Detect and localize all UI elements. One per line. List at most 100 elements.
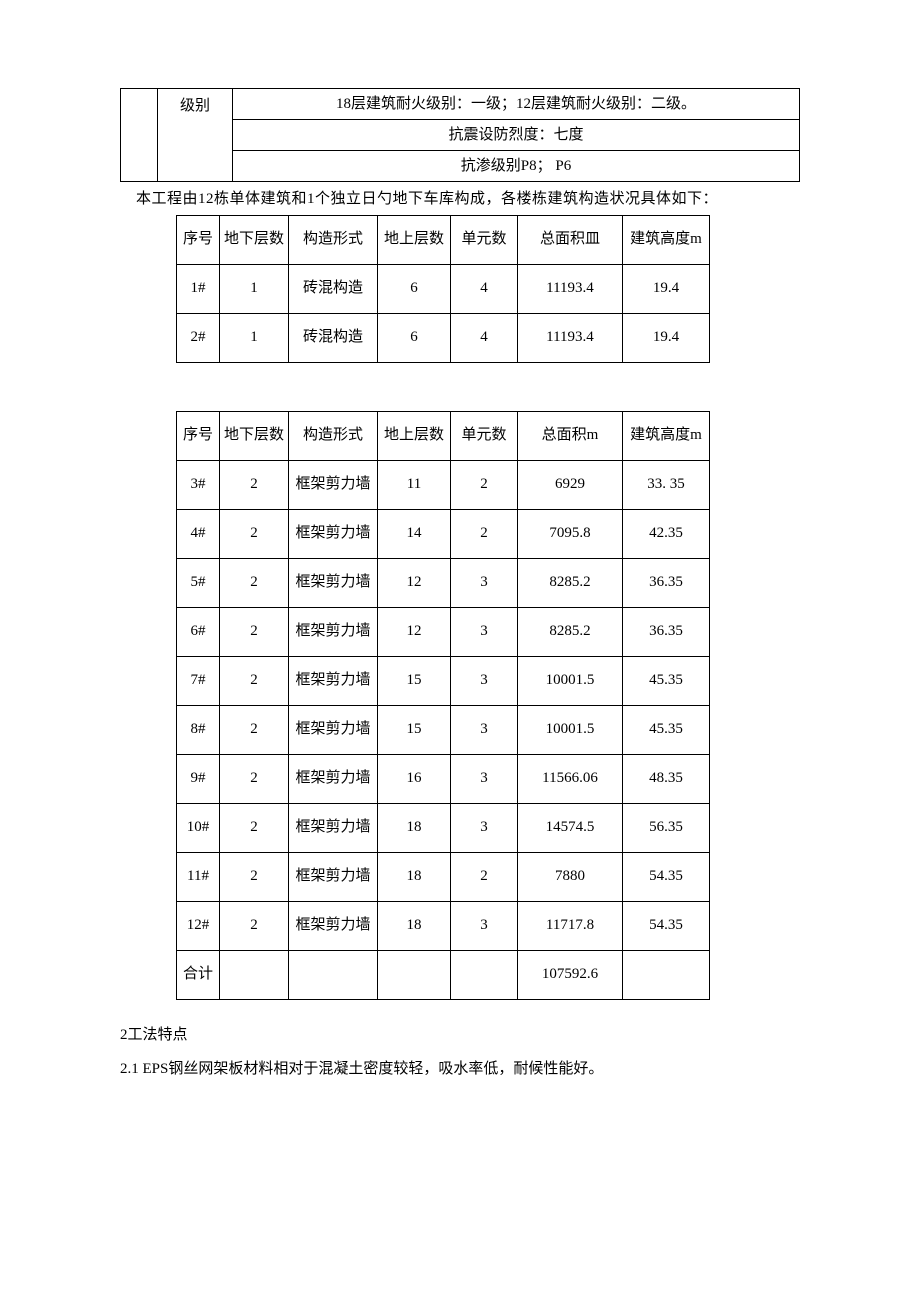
cell-units: 4: [451, 313, 518, 362]
cell-seq: 10#: [177, 803, 220, 852]
table-row: 10#2框架剪力墙18314574.556.35: [177, 803, 710, 852]
cell-units: 2: [451, 509, 518, 558]
cell-upper: 12: [378, 558, 451, 607]
col-under: 地下层数: [220, 215, 289, 264]
cell-units: 4: [451, 264, 518, 313]
cell-height: 45.35: [623, 656, 710, 705]
cell-under: 2: [220, 901, 289, 950]
cell-seq: 2#: [177, 313, 220, 362]
cell-units: 3: [451, 901, 518, 950]
total-blank: [451, 950, 518, 999]
total-label: 合计: [177, 950, 220, 999]
cell-height: 48.35: [623, 754, 710, 803]
col-upper: 地上层数: [378, 215, 451, 264]
cell-seq: 7#: [177, 656, 220, 705]
cell-area: 7095.8: [518, 509, 623, 558]
total-area: 107592.6: [518, 950, 623, 999]
cell-upper: 11: [378, 460, 451, 509]
col-area: 总面积皿: [518, 215, 623, 264]
table-a-body: 1#1砖混构造6411193.419.42#1砖混构造6411193.419.4: [177, 264, 710, 362]
cell-upper: 6: [378, 313, 451, 362]
cell-height: 33. 35: [623, 460, 710, 509]
cell-form: 框架剪力墙: [289, 509, 378, 558]
intro-paragraph: 本工程由12栋单体建筑和1个独立日勺地下车库构成，各楼栋建筑构造状况具体如下：: [136, 188, 800, 211]
cell-area: 10001.5: [518, 656, 623, 705]
table-b-body: 3#2框架剪力墙112692933. 354#2框架剪力墙1427095.842…: [177, 460, 710, 950]
page: 级别 18层建筑耐火级别：一级；12层建筑耐火级别：二级。 抗震设防烈度：七度 …: [0, 0, 920, 1302]
col-height: 建筑高度m: [623, 411, 710, 460]
total-blank: [220, 950, 289, 999]
col-area: 总面积m: [518, 411, 623, 460]
table-row: 5#2框架剪力墙1238285.236.35: [177, 558, 710, 607]
cell-area: 11566.06: [518, 754, 623, 803]
top-table-row1: 18层建筑耐火级别：一级；12层建筑耐火级别：二级。: [233, 89, 800, 120]
building-table-a: 序号 地下层数 构造形式 地上层数 单元数 总面积皿 建筑高度m 1#1砖混构造…: [176, 215, 710, 363]
top-table-row3: 抗渗级别P8； P6: [233, 151, 800, 182]
cell-height: 19.4: [623, 264, 710, 313]
cell-units: 3: [451, 558, 518, 607]
table-row: 11#2框架剪力墙182788054.35: [177, 852, 710, 901]
gap: [120, 363, 800, 411]
cell-under: 2: [220, 509, 289, 558]
cell-form: 砖混构造: [289, 313, 378, 362]
table-row: 6#2框架剪力墙1238285.236.35: [177, 607, 710, 656]
cell-seq: 11#: [177, 852, 220, 901]
cell-seq: 5#: [177, 558, 220, 607]
cell-height: 54.35: [623, 901, 710, 950]
cell-area: 11717.8: [518, 901, 623, 950]
section-2-1-paragraph: 2.1 EPS钢丝网架板材料相对于混凝土密度较轻，吸水率低，耐候性能好。: [120, 1058, 800, 1081]
cell-form: 框架剪力墙: [289, 705, 378, 754]
cell-upper: 18: [378, 852, 451, 901]
col-seq: 序号: [177, 411, 220, 460]
cell-form: 框架剪力墙: [289, 558, 378, 607]
cell-units: 3: [451, 656, 518, 705]
table-row: 4#2框架剪力墙1427095.842.35: [177, 509, 710, 558]
total-blank: [623, 950, 710, 999]
cell-form: 砖混构造: [289, 264, 378, 313]
col-height: 建筑高度m: [623, 215, 710, 264]
cell-height: 36.35: [623, 558, 710, 607]
cell-form: 框架剪力墙: [289, 754, 378, 803]
cell-seq: 3#: [177, 460, 220, 509]
cell-upper: 16: [378, 754, 451, 803]
table-row: 1#1砖混构造6411193.419.4: [177, 264, 710, 313]
cell-under: 2: [220, 656, 289, 705]
cell-height: 56.35: [623, 803, 710, 852]
table-row: 9#2框架剪力墙16311566.0648.35: [177, 754, 710, 803]
cell-seq: 4#: [177, 509, 220, 558]
cell-under: 2: [220, 607, 289, 656]
cell-form: 框架剪力墙: [289, 901, 378, 950]
cell-units: 3: [451, 803, 518, 852]
table-header-row: 序号 地下层数 构造形式 地上层数 单元数 总面积皿 建筑高度m: [177, 215, 710, 264]
col-form: 构造形式: [289, 215, 378, 264]
cell-upper: 15: [378, 656, 451, 705]
table-total-row: 合计 107592.6: [177, 950, 710, 999]
cell-area: 8285.2: [518, 607, 623, 656]
col-units: 单元数: [451, 411, 518, 460]
top-spec-table: 级别 18层建筑耐火级别：一级；12层建筑耐火级别：二级。 抗震设防烈度：七度 …: [120, 88, 800, 182]
cell-upper: 18: [378, 901, 451, 950]
cell-upper: 18: [378, 803, 451, 852]
cell-under: 2: [220, 754, 289, 803]
top-table-level-label: 级别: [158, 89, 233, 182]
cell-area: 8285.2: [518, 558, 623, 607]
table-row: 7#2框架剪力墙15310001.545.35: [177, 656, 710, 705]
cell-area: 7880: [518, 852, 623, 901]
cell-seq: 1#: [177, 264, 220, 313]
cell-units: 2: [451, 460, 518, 509]
col-upper: 地上层数: [378, 411, 451, 460]
table-row: 12#2框架剪力墙18311717.854.35: [177, 901, 710, 950]
table-row: 8#2框架剪力墙15310001.545.35: [177, 705, 710, 754]
cell-units: 2: [451, 852, 518, 901]
cell-seq: 12#: [177, 901, 220, 950]
cell-form: 框架剪力墙: [289, 460, 378, 509]
cell-height: 54.35: [623, 852, 710, 901]
cell-upper: 14: [378, 509, 451, 558]
cell-area: 11193.4: [518, 264, 623, 313]
col-seq: 序号: [177, 215, 220, 264]
col-under: 地下层数: [220, 411, 289, 460]
cell-units: 3: [451, 754, 518, 803]
cell-height: 45.35: [623, 705, 710, 754]
cell-form: 框架剪力墙: [289, 803, 378, 852]
cell-seq: 9#: [177, 754, 220, 803]
